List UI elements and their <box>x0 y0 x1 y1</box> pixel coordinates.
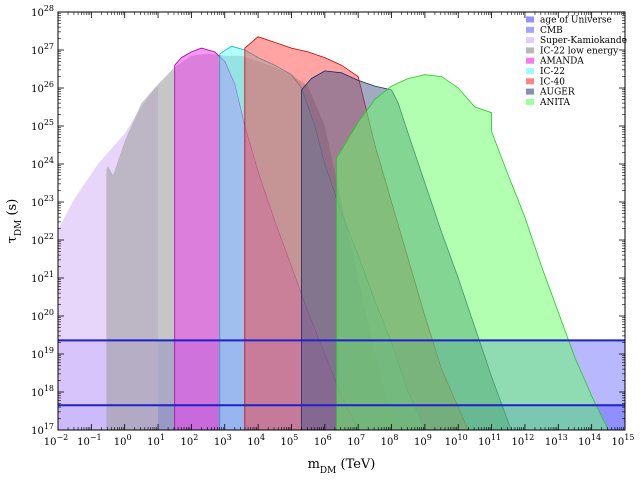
x-tick-label: 106 <box>314 433 332 448</box>
legend-swatch-cmb <box>526 26 534 33</box>
y-tick-label: 1023 <box>31 194 54 209</box>
legend-label-super-kamiokande: Super-Kamiokande <box>540 36 627 46</box>
tick-layer: 10−2 10−1 100 101 102 103 104 105 106 107 108 109 10… <box>31 4 634 448</box>
legend-swatch-auger <box>526 88 534 95</box>
y-tick-label: 1024 <box>31 156 54 171</box>
x-tick-label: 108 <box>381 433 399 448</box>
y-tick-label: 1019 <box>31 346 54 361</box>
x-tick-label: 107 <box>347 433 365 448</box>
x-tick-label: 105 <box>281 433 299 448</box>
y-tick-label: 1026 <box>31 80 54 95</box>
y-axis-label: τDM (s) <box>5 199 24 244</box>
legend-label-auger: AUGER <box>539 88 575 98</box>
legend-swatch-ic-22 <box>526 68 534 74</box>
x-axis-label: mDM (TeV) <box>308 457 376 476</box>
y-tick-label: 1017 <box>31 422 54 437</box>
x-tick-label: 1013 <box>545 433 568 448</box>
plot-frame <box>57 11 626 431</box>
y-tick-label: 1022 <box>31 232 54 247</box>
legend-label-cmb: CMB <box>540 26 563 36</box>
legend-label-amanda: AMANDA <box>539 57 584 67</box>
x-tick-label: 1012 <box>511 433 534 448</box>
x-tick-label: 10−1 <box>77 433 102 448</box>
y-tick-label: 1020 <box>31 308 54 323</box>
series-anita-region <box>336 74 609 430</box>
y-tick-label: 1027 <box>31 42 54 57</box>
x-tick-label: 109 <box>414 433 432 448</box>
legend-swatch-ic-22-low-energy <box>526 47 534 54</box>
legend-label-ic-22: IC-22 <box>540 67 565 77</box>
x-tick-label: 103 <box>214 433 232 448</box>
x-tick-label: 104 <box>247 433 265 448</box>
x-tick-label: 102 <box>180 433 198 448</box>
x-tick-label: 1015 <box>612 433 635 448</box>
x-tick-label: 101 <box>147 433 165 448</box>
x-tick-label: 10−2 <box>44 433 69 448</box>
x-tick-label: 1010 <box>445 433 468 448</box>
y-tick-label: 1028 <box>31 4 54 19</box>
legend-swatch-super-kamiokande <box>526 37 534 44</box>
legend: age of UniverseCMBSuper-KamiokandeIC-22 … <box>526 16 627 108</box>
legend-label-anita: ANITA <box>539 98 570 108</box>
x-tick-label: 1014 <box>578 433 601 448</box>
x-tick-label: 1011 <box>478 433 501 448</box>
legend-label-ic-22-low-energy: IC-22 low energy <box>540 46 619 56</box>
legend-swatch-anita <box>526 98 534 105</box>
legend-swatch-ic-40 <box>526 78 534 85</box>
hline-layer <box>58 339 625 407</box>
legend-label-age-of-universe: age of Universe <box>540 16 612 26</box>
legend-swatch-amanda <box>526 57 534 64</box>
y-tick-label: 1021 <box>31 270 54 285</box>
y-tick-label: 1018 <box>31 384 54 399</box>
legend-swatch-age-of-universe <box>526 16 534 23</box>
x-tick-label: 100 <box>114 433 132 448</box>
y-tick-label: 1025 <box>31 118 54 133</box>
legend-label-ic-40: IC-40 <box>540 77 565 87</box>
